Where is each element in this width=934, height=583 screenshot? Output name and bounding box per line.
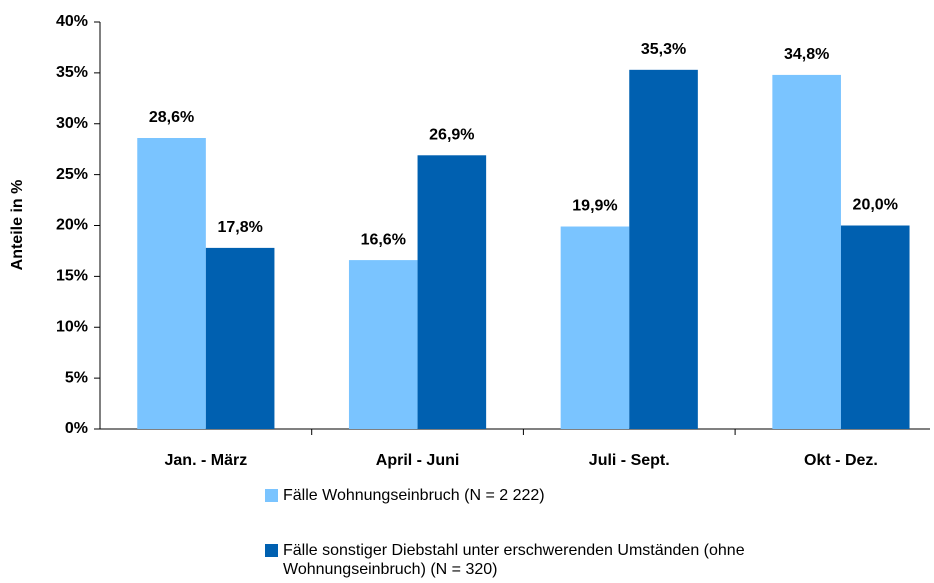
data-label: 34,8%: [784, 46, 829, 63]
bar: [348, 260, 418, 429]
chart: Anteile in % 0% 5% 10% 15% 20% 25% 30% 35% 40% Ja…: [9, 13, 930, 469]
x-tick-label: Okt - Dez.: [804, 452, 878, 469]
y-tick-label: 35%: [56, 64, 88, 81]
legend-swatch: [265, 489, 278, 502]
data-label: 26,9%: [429, 127, 474, 144]
data-label: 19,9%: [572, 198, 617, 215]
y-tick-label: 0%: [65, 420, 88, 437]
legend-label: Fälle Wohnungseinbruch (N = 2 222): [283, 487, 545, 504]
x-tick-label: April - Juni: [376, 452, 460, 469]
legend-item: Fälle sonstiger Diebstahl unter erschwer…: [265, 541, 858, 579]
legend-swatch: [265, 544, 278, 557]
x-tick-label: Jan. - März: [165, 452, 248, 469]
y-tick-label: 25%: [56, 166, 88, 183]
x-tick-label: Juli - Sept.: [589, 452, 670, 469]
y-tick-label: 10%: [56, 318, 88, 335]
legend-item: Fälle Wohnungseinbruch (N = 2 222): [265, 486, 858, 505]
data-label: 17,8%: [217, 219, 262, 236]
y-tick-label: 40%: [56, 13, 88, 30]
bar: [772, 74, 841, 429]
bar: [137, 137, 206, 429]
y-tick-label: 20%: [56, 217, 88, 234]
data-label: 16,6%: [361, 231, 406, 248]
bar: [417, 155, 487, 430]
bar: [629, 69, 698, 429]
bar: [205, 247, 275, 429]
data-label: 35,3%: [641, 41, 686, 58]
bar: [560, 226, 630, 429]
y-tick-label: 15%: [56, 268, 88, 285]
y-tick-label: 30%: [56, 115, 88, 132]
data-label: 20,0%: [853, 197, 898, 214]
y-axis-label: Anteile in %: [9, 180, 26, 271]
legend-label: Fälle sonstiger Diebstahl unter erschwer…: [283, 542, 745, 578]
data-label: 28,6%: [149, 109, 194, 126]
bar: [840, 225, 910, 429]
y-tick-label: 5%: [65, 369, 88, 386]
